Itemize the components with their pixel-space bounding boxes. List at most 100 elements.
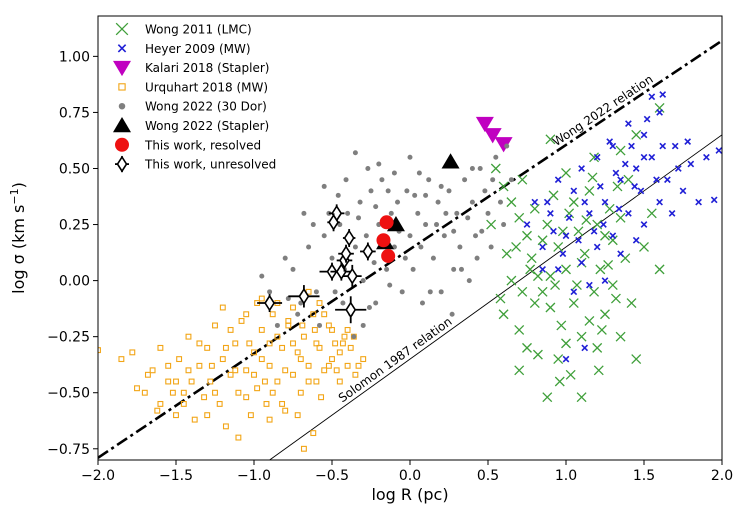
point-4-41 (300, 333, 307, 340)
point-2-31 (609, 232, 617, 240)
point-4-111 (311, 326, 318, 333)
point-2-62-stroke (684, 138, 692, 145)
point-1-71-stroke (486, 219, 497, 230)
point-1-56 (514, 365, 525, 376)
point-5-56 (317, 322, 323, 328)
point-8-6-marker (346, 267, 358, 285)
legend-label-6: Wong 2022 (Stapler) (145, 119, 269, 133)
point-1-25 (595, 264, 606, 275)
point-4-36 (282, 407, 289, 414)
point-5-61 (360, 322, 366, 328)
point-4-11 (185, 333, 192, 340)
legend: Wong 2011 (LMC) Heyer 2009 (MW) Kalari 201… (113, 23, 276, 173)
point-1-34 (506, 275, 517, 286)
point-5-31 (419, 300, 425, 306)
relation-lines (98, 39, 722, 460)
point-1-37 (529, 298, 540, 308)
point-4-26 (243, 367, 250, 374)
point-2-38-stroke (539, 266, 546, 273)
point-8-12-marker (340, 245, 352, 263)
point-5-46 (477, 165, 483, 171)
legend-marker-5 (118, 102, 126, 110)
point-2-1-stroke (523, 221, 531, 228)
point-5-7 (321, 233, 327, 239)
point-2-7-stroke (570, 187, 578, 195)
point-4-3 (129, 349, 136, 356)
point-8-11-marker (328, 213, 340, 231)
point-1-4-stroke (514, 212, 525, 223)
point-4-87 (269, 389, 276, 396)
point-2-15 (632, 165, 640, 172)
point-5-48 (493, 154, 499, 160)
point-5-50 (508, 177, 514, 183)
point-4-7 (165, 378, 172, 385)
point-2-63-stroke (640, 153, 648, 161)
y-axis-label: log σ (km s−1) (8, 182, 28, 294)
point-8-11 (327, 213, 340, 232)
point-1-28-stroke (607, 235, 618, 246)
point-1-22 (584, 185, 595, 196)
point-4-84 (305, 378, 312, 385)
point-2-30 (593, 243, 601, 251)
point-4-6 (157, 400, 164, 407)
data-points (98, 91, 722, 452)
point-4-107 (355, 362, 362, 369)
point-4-86 (333, 367, 340, 374)
point-7-1 (379, 215, 394, 230)
point-1-66 (525, 264, 536, 275)
point-1-48 (615, 331, 626, 342)
point-2-33-stroke (640, 221, 648, 228)
point-2-43 (632, 236, 640, 244)
point-1-46 (600, 230, 610, 241)
point-1-30-stroke (615, 212, 626, 223)
point-5-5 (306, 244, 312, 250)
point-4-25 (238, 318, 245, 324)
series-4 (98, 288, 367, 452)
point-2-42 (617, 250, 624, 258)
point-5-80 (310, 222, 316, 228)
point-2-17 (648, 153, 656, 161)
point-4-67 (219, 304, 226, 311)
point-4-42 (305, 362, 312, 369)
point-1-64 (603, 259, 614, 270)
point-3-3 (494, 137, 513, 153)
point-3-1 (475, 116, 494, 133)
point-1-54 (615, 145, 626, 156)
legend-marker-1-stroke (115, 22, 129, 36)
point-2-28 (648, 93, 656, 101)
relation-line-2 (269, 134, 722, 460)
point-1-28 (607, 235, 618, 246)
point-1-58-stroke (561, 168, 571, 178)
point-4-5 (149, 367, 156, 374)
x-tick-label: −1.0 (237, 468, 271, 484)
point-1-35 (514, 324, 525, 335)
point-2-51 (668, 209, 676, 217)
point-2-50-stroke (653, 176, 660, 184)
point-1-8-stroke (529, 203, 540, 214)
x-tick-label: −2.0 (81, 468, 115, 484)
point-1-54-stroke (615, 145, 626, 156)
point-4-81 (258, 356, 265, 363)
legend-label-2: Heyer 2009 (MW) (145, 42, 251, 56)
point-1-41 (561, 338, 571, 349)
point-2-37 (554, 266, 562, 273)
point-5-96 (451, 228, 457, 234)
point-1-74 (646, 208, 657, 219)
point-2-57 (559, 250, 567, 258)
point-2-3 (539, 243, 546, 251)
point-1-10 (537, 286, 548, 297)
point-2-4-stroke (547, 209, 554, 217)
legend-label-5: Wong 2022 (30 Dor) (145, 100, 267, 114)
point-5-10 (337, 222, 343, 228)
point-5-49 (501, 222, 507, 228)
point-5-75 (465, 215, 471, 221)
point-2-32 (625, 209, 632, 217)
point-5-9 (332, 289, 338, 295)
point-2-45-stroke (612, 169, 620, 177)
point-5-2 (282, 255, 288, 261)
point-1-19 (573, 226, 584, 237)
point-4-79 (196, 340, 203, 347)
point-1-10-stroke (537, 286, 548, 297)
point-4-23 (232, 340, 239, 347)
point-6-2 (386, 215, 405, 232)
